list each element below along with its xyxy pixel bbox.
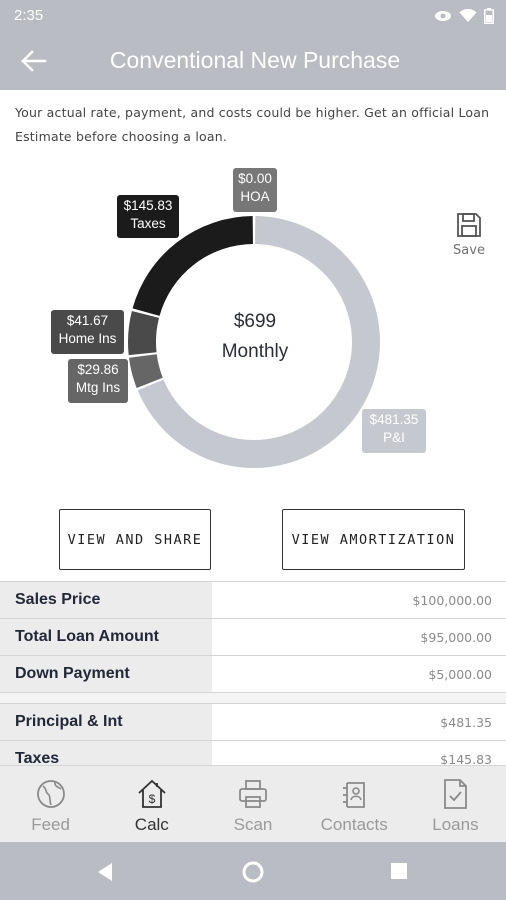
nav-label: Scan <box>233 815 273 834</box>
bottom-nav: Feed $ Calc Scan Contacts <box>0 765 506 842</box>
nav-loans[interactable]: Loans <box>405 766 506 842</box>
row-value: $5,000.00 <box>428 666 492 682</box>
row-label: Total Loan Amount <box>0 619 212 655</box>
nav-contacts[interactable]: Contacts <box>304 766 405 842</box>
donut-segment-taxes <box>132 216 254 317</box>
monthly-label: Monthly <box>221 341 289 362</box>
payment-donut-chart <box>128 216 380 468</box>
table-row: Principal & Int $481.35 <box>0 703 506 740</box>
pi-amount: $481.35 <box>369 412 419 427</box>
taxes-label: Taxes <box>130 216 166 231</box>
app-bar: Conventional New Purchase <box>0 32 506 90</box>
svg-text:$: $ <box>148 792 155 806</box>
taxes-amount: $145.83 <box>123 198 173 213</box>
monthly-total: $699 <box>233 311 277 332</box>
nav-label: Feed <box>31 815 70 834</box>
row-value: $481.35 <box>440 714 492 730</box>
home-ins-amount: $41.67 <box>66 313 109 328</box>
donut-segment-pi <box>137 216 380 468</box>
mtg-ins-amount: $29.86 <box>77 362 119 377</box>
contacts-icon <box>343 782 366 808</box>
section-divider <box>0 692 506 703</box>
system-nav-bar <box>0 842 506 900</box>
arrow-left-icon <box>21 50 47 72</box>
row-label: Down Payment <box>0 656 212 692</box>
status-icons <box>434 8 494 24</box>
system-home-icon[interactable] <box>242 861 264 883</box>
back-button[interactable] <box>18 46 50 76</box>
table-row: Total Loan Amount $95,000.00 <box>0 618 506 655</box>
row-label: Principal & Int <box>0 704 212 740</box>
save-button[interactable]: Save <box>449 210 489 262</box>
nav-feed[interactable]: Feed <box>0 766 101 842</box>
table-row: Down Payment $5,000.00 <box>0 655 506 692</box>
document-check-icon <box>444 779 468 809</box>
save-label: Save <box>453 243 485 258</box>
pi-label: P&I <box>383 430 405 445</box>
house-dollar-icon: $ <box>138 779 166 808</box>
floppy-disk-icon <box>457 213 481 237</box>
mtg-ins-label: Mtg Ins <box>75 380 121 395</box>
disclaimer-text: Your actual rate, payment, and costs cou… <box>15 105 490 144</box>
view-amortization-button[interactable]: VIEW AMORTIZATION <box>282 509 465 570</box>
donut-segment-mtg <box>128 353 163 388</box>
status-bar: 2:35 <box>0 0 506 32</box>
nav-label: Contacts <box>320 815 388 834</box>
hoa-amount: $0.00 <box>238 171 272 186</box>
battery-icon <box>484 8 494 24</box>
view-and-share-button[interactable]: VIEW AND SHARE <box>59 509 211 570</box>
table-row: Sales Price $100,000.00 <box>0 581 506 618</box>
system-back-icon[interactable] <box>96 862 114 882</box>
pi-tag: $481.35 P&I <box>362 409 426 453</box>
nav-label: Loans <box>432 815 479 834</box>
row-value: $95,000.00 <box>420 629 492 645</box>
globe-icon <box>36 780 65 808</box>
home-ins-label: Home Ins <box>58 331 117 346</box>
mtg-ins-tag: $29.86 Mtg Ins <box>68 359 128 403</box>
row-value: $100,000.00 <box>412 592 492 608</box>
row-label: Sales Price <box>0 582 212 618</box>
donut-segment-home <box>128 310 160 356</box>
hoa-tag: $0.00 HOA <box>233 168 277 212</box>
hoa-label: HOA <box>240 189 270 204</box>
eye-icon <box>435 11 451 21</box>
status-time: 2:35 <box>14 7 44 24</box>
printer-icon <box>239 780 267 808</box>
wifi-icon <box>459 9 477 22</box>
system-recents-icon[interactable] <box>390 862 408 880</box>
page-title: Conventional New Purchase <box>109 47 401 73</box>
home-ins-tag: $41.67 Home Ins <box>51 310 124 354</box>
nav-scan[interactable]: Scan <box>202 766 303 842</box>
row-value: $145.83 <box>440 751 492 767</box>
loan-details-table: Sales Price $100,000.00 Total Loan Amoun… <box>0 581 506 777</box>
nav-calc[interactable]: $ Calc <box>101 766 202 842</box>
taxes-tag: $145.83 Taxes <box>117 195 179 238</box>
nav-label: Calc <box>134 815 169 834</box>
